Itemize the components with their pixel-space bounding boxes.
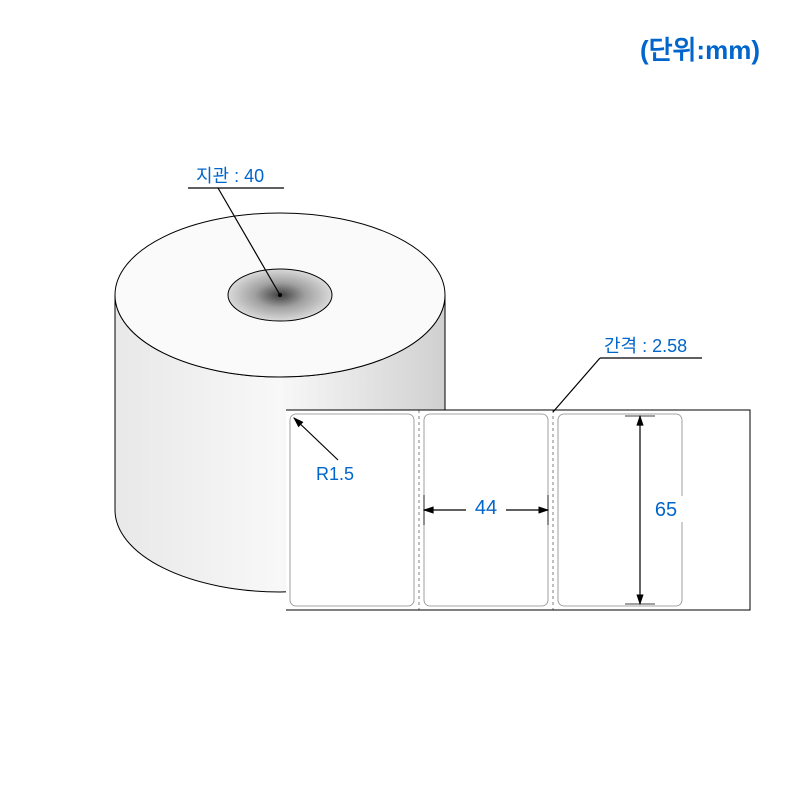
diagram-svg: 지관 : 40 간격 : 2.58 R1.5 44 65 <box>0 0 800 800</box>
gap-leader <box>553 358 600 412</box>
height-value: 65 <box>655 499 677 521</box>
radius-label: R1.5 <box>316 464 354 484</box>
core-label: 지관 : 40 <box>196 166 264 186</box>
unit-label: (단위:mm) <box>640 30 760 67</box>
gap-label: 간격 : 2.58 <box>604 336 687 356</box>
unit-text: (단위:mm) <box>640 35 760 65</box>
width-value: 44 <box>475 497 497 519</box>
